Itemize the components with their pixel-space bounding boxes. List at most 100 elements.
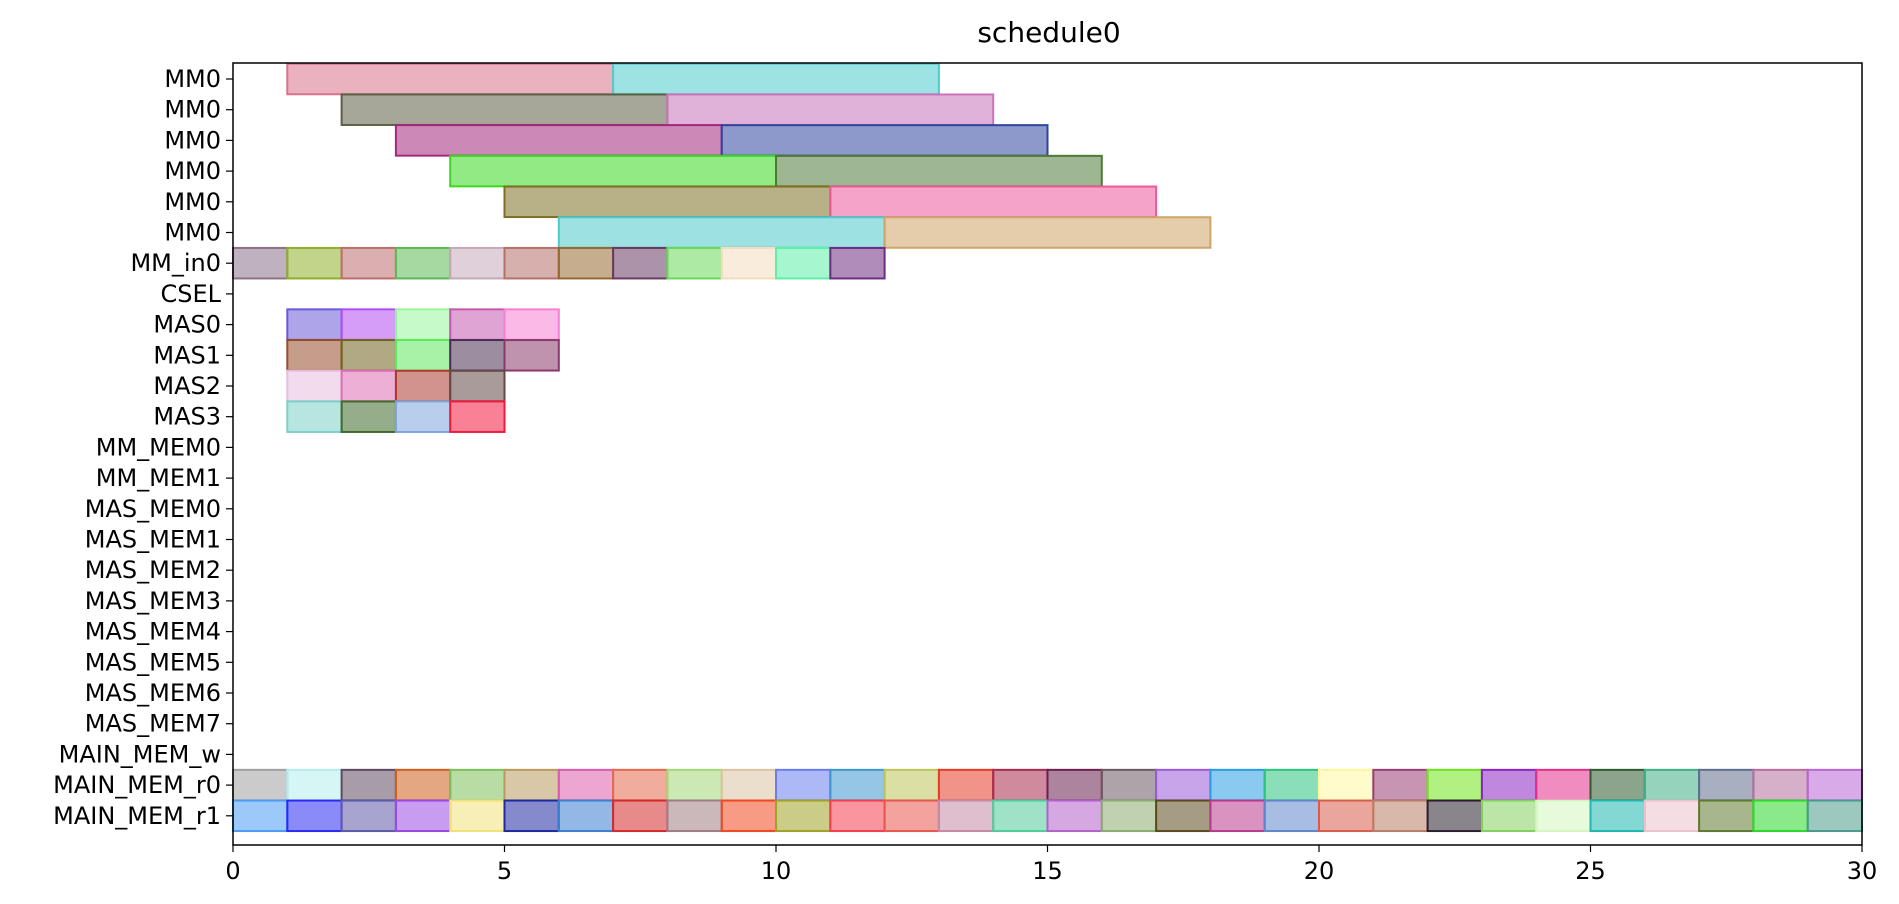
task-bar: [1643, 768, 1701, 802]
task-bar: [775, 768, 832, 802]
task-bar: [340, 768, 397, 802]
task-bar: [937, 768, 995, 802]
task-bar: [775, 246, 832, 280]
task-bar: [720, 768, 778, 802]
task-bar: [1263, 799, 1320, 833]
chart-title: schedule0: [977, 16, 1120, 49]
task-bar: [232, 768, 289, 802]
task-bar: [503, 768, 560, 802]
task-bar: [1535, 799, 1592, 833]
task-bar: [1318, 799, 1375, 833]
task-bar: [1589, 768, 1646, 802]
x-tick-label: 0: [225, 857, 240, 885]
y-tick-label: MM0: [164, 65, 221, 93]
x-tick-label: 15: [1032, 857, 1063, 885]
task-bar: [1426, 799, 1483, 833]
task-bar: [612, 246, 669, 280]
task-bar: [503, 799, 560, 833]
x-tick-label: 30: [1847, 857, 1878, 885]
task-bar: [883, 768, 940, 802]
task-bar: [1752, 768, 1809, 802]
task-bar: [829, 799, 886, 833]
task-bar: [937, 799, 995, 833]
task-bar: [286, 339, 343, 372]
task-bar: [232, 246, 289, 280]
y-tick-label: MM_MEM0: [96, 433, 221, 461]
y-tick-label: MAIN_MEM_w: [59, 740, 221, 768]
task-bar: [775, 799, 832, 833]
task-bar: [883, 216, 1212, 249]
task-bar: [340, 308, 397, 341]
task-bar: [1046, 768, 1103, 802]
task-bar: [1046, 799, 1103, 833]
task-bar: [1100, 768, 1158, 802]
task-bars: [232, 62, 1863, 833]
task-bar: [1372, 799, 1429, 833]
task-bar: [775, 154, 1103, 188]
task-bar: [1263, 768, 1320, 802]
task-bar: [1480, 799, 1538, 833]
task-bar: [1698, 799, 1755, 833]
y-tick-label: MM0: [164, 219, 221, 247]
task-bar: [394, 246, 452, 280]
task-bar: [1643, 799, 1701, 833]
y-tick-label: MAS_MEM5: [85, 648, 221, 676]
task-bar: [666, 768, 723, 802]
task-bar: [340, 369, 397, 403]
task-bar: [992, 768, 1049, 802]
task-bar: [503, 339, 560, 372]
task-bar: [286, 62, 615, 96]
y-tick-label: MAS1: [153, 341, 221, 369]
task-bar: [503, 308, 560, 341]
task-bar: [1752, 799, 1809, 833]
y-tick-label: MAS_MEM6: [85, 679, 221, 707]
task-bar: [557, 216, 886, 249]
task-bar: [1806, 768, 1863, 802]
y-tick-label: MAS_MEM2: [85, 556, 221, 584]
task-bar: [1372, 768, 1429, 802]
task-bar: [394, 339, 452, 372]
y-tick-label: MM0: [164, 188, 221, 216]
y-tick-label: MAS_MEM1: [85, 526, 221, 554]
task-bar: [449, 308, 506, 341]
task-bar: [666, 799, 723, 833]
x-tick-label: 20: [1304, 857, 1335, 885]
y-tick-label: MAS_MEM7: [85, 710, 221, 738]
y-tick-label: MAIN_MEM_r1: [53, 802, 221, 830]
task-bar: [503, 185, 832, 219]
task-bar: [1480, 768, 1538, 802]
task-bar: [1155, 768, 1212, 802]
task-bar: [1155, 799, 1212, 833]
task-bar: [286, 400, 343, 433]
task-bar: [1209, 768, 1266, 802]
task-bar: [286, 246, 343, 280]
task-bar: [1100, 799, 1158, 833]
y-tick-label: MM_MEM1: [96, 464, 221, 492]
task-bar: [720, 124, 1049, 157]
task-bar: [394, 768, 452, 802]
task-bar: [612, 799, 669, 833]
y-tick-label: MAIN_MEM_r0: [53, 771, 221, 799]
y-tick-label: MAS3: [153, 403, 221, 431]
y-tick-label: MAS_MEM3: [85, 587, 221, 615]
y-tick-label: MM_in0: [130, 249, 221, 277]
y-tick-label: MAS_MEM0: [85, 495, 221, 523]
task-bar: [1209, 799, 1266, 833]
y-tick-labels: MM0MM0MM0MM0MM0MM0MM_in0CSELMAS0MAS1MAS2…: [53, 65, 233, 830]
y-tick-label: MM0: [164, 96, 221, 124]
task-bar: [286, 308, 343, 341]
x-tick-label: 25: [1575, 857, 1606, 885]
task-bar: [340, 339, 397, 372]
y-tick-label: MAS0: [153, 311, 221, 339]
task-bar: [1806, 799, 1863, 833]
task-bar: [449, 400, 506, 433]
x-axis: 0 5 10 15 20 25 30: [225, 845, 1877, 885]
y-tick-label: MAS2: [153, 372, 221, 400]
task-bar: [612, 768, 669, 802]
task-bar: [394, 308, 452, 341]
task-bar: [340, 799, 397, 833]
task-bar: [829, 768, 886, 802]
task-bar: [666, 246, 723, 280]
